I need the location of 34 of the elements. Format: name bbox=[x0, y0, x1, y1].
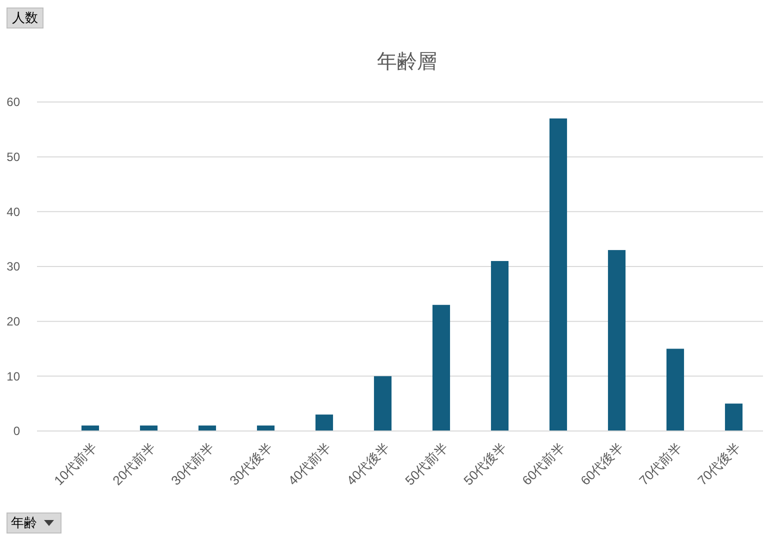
y-tick-label: 60 bbox=[6, 95, 20, 110]
x-tick-label: 50代後半 bbox=[460, 440, 510, 488]
x-axis-title: 年齢 bbox=[11, 515, 37, 530]
x-tick-label: 10代前半 bbox=[51, 440, 100, 488]
x-tick-label: 70代前半 bbox=[636, 440, 685, 488]
bar bbox=[666, 348, 684, 431]
bar bbox=[724, 404, 743, 431]
y-tick-label: 20 bbox=[6, 314, 20, 329]
y-tick-label: 50 bbox=[6, 150, 20, 164]
x-tick-label: 60代後半 bbox=[578, 440, 626, 488]
bar bbox=[549, 118, 568, 431]
text: 人数 bbox=[12, 10, 38, 25]
x-tick-label: 20代前半 bbox=[110, 440, 158, 488]
y-tick-label: 40 bbox=[6, 204, 20, 219]
bar bbox=[256, 426, 275, 431]
chart-title: 年齢層 bbox=[377, 51, 437, 73]
bar bbox=[608, 250, 626, 431]
y-tick-label: 10 bbox=[6, 369, 20, 384]
bar bbox=[490, 261, 509, 431]
x-tick-label: 30代前半 bbox=[168, 440, 217, 488]
y-tick-label: 30 bbox=[6, 260, 20, 274]
bar bbox=[374, 376, 392, 431]
bar bbox=[198, 426, 216, 431]
x-tick-label: 40代前半 bbox=[285, 440, 334, 488]
x-tick-label: 60代前半 bbox=[519, 440, 568, 488]
y-tick-label: 0 bbox=[13, 424, 20, 438]
x-tick-label: 30代後半 bbox=[226, 440, 276, 488]
bar bbox=[315, 414, 334, 431]
x-tick-label: 70代後半 bbox=[694, 440, 744, 488]
x-tick-label: 40代後半 bbox=[344, 440, 392, 488]
bar bbox=[140, 426, 158, 431]
x-tick-label: 50代前半 bbox=[402, 440, 451, 488]
bar bbox=[81, 426, 100, 431]
bar bbox=[432, 304, 450, 431]
